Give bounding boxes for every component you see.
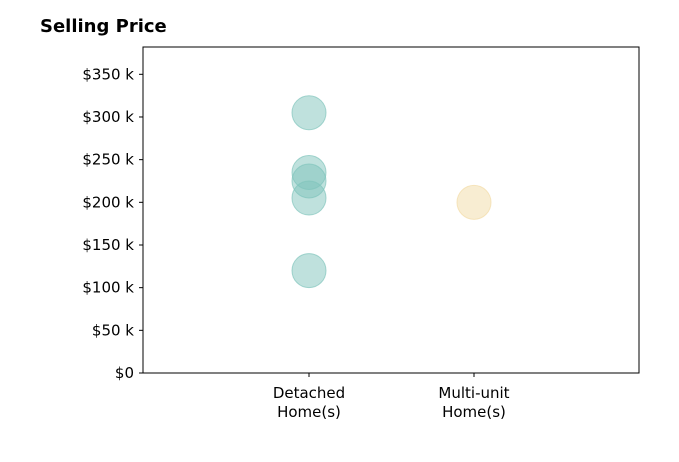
data-point-1 [291,95,327,131]
y-tick-label-4: $200 k [82,193,134,211]
points-layer [291,95,492,289]
x-axis: Detached Home(s) Multi-unit Home(s) [273,373,510,421]
x-tick-label-0: Detached Home(s) [273,384,345,421]
plot-frame [142,46,640,374]
y-tick-label-2: $100 k [82,279,134,297]
y-axis: $0 $50 k $100 k $150 k $200 k $250 k $300 k $35… [82,65,143,382]
data-point-4 [291,180,327,216]
data-point-6 [456,184,492,220]
y-tick-label-1: $50 k [92,321,134,339]
y-tick-label-3: $150 k [82,236,134,254]
y-tick-label-7: $350 k [82,65,134,83]
x-tick-label-1: Multi-unit Home(s) [438,384,509,421]
y-tick-label-0: $0 [115,364,134,382]
y-tick-label-6: $300 k [82,108,134,126]
data-point-5 [291,253,327,289]
chart-title: Selling Price [40,16,167,37]
y-tick-label-5: $250 k [82,151,134,169]
